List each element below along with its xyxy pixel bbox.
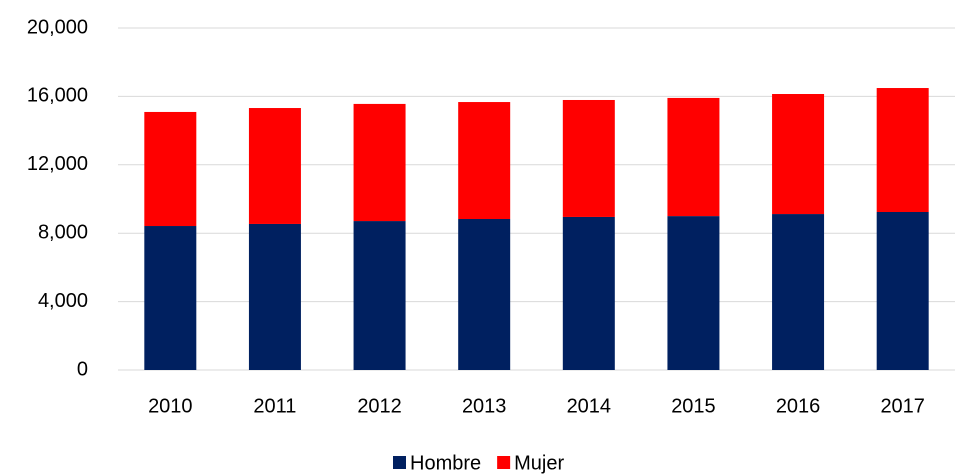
y-tick-label: 0 bbox=[77, 358, 88, 380]
bar-segment bbox=[353, 103, 406, 222]
bar-segment bbox=[562, 216, 615, 370]
x-tick-label: 2014 bbox=[567, 395, 612, 417]
x-tick-label: 2013 bbox=[462, 395, 507, 417]
bar-segment bbox=[562, 99, 615, 217]
x-tick-label: 2012 bbox=[357, 395, 402, 417]
bar-segment bbox=[667, 216, 720, 370]
legend-label: Mujer bbox=[514, 452, 564, 474]
bar-segment bbox=[144, 111, 197, 227]
bar-segment bbox=[458, 102, 511, 220]
y-tick-label: 20,000 bbox=[27, 16, 88, 38]
x-tick-label: 2015 bbox=[671, 395, 716, 417]
bar-segment bbox=[772, 94, 825, 215]
bar-segment bbox=[144, 226, 197, 370]
bar-segment bbox=[876, 88, 929, 212]
bar-segment bbox=[248, 108, 301, 224]
x-tick-label: 2010 bbox=[148, 395, 193, 417]
legend-label: Hombre bbox=[410, 452, 481, 474]
bar-segment bbox=[458, 219, 511, 370]
x-tick-label: 2016 bbox=[776, 395, 821, 417]
bar-segment bbox=[353, 221, 406, 370]
legend-swatch bbox=[497, 456, 511, 469]
bar-segment bbox=[772, 214, 825, 370]
x-tick-label: 2011 bbox=[253, 395, 296, 417]
y-tick-label: 12,000 bbox=[27, 153, 88, 175]
legend-swatch bbox=[393, 456, 406, 469]
x-tick-label: 2017 bbox=[880, 395, 925, 417]
y-tick-label: 16,000 bbox=[27, 85, 88, 107]
y-tick-label: 4,000 bbox=[38, 290, 88, 312]
bar-segment bbox=[248, 223, 301, 370]
y-tick-label: 8,000 bbox=[38, 221, 88, 243]
bar-segment bbox=[667, 97, 720, 217]
bar-segment bbox=[876, 211, 929, 370]
